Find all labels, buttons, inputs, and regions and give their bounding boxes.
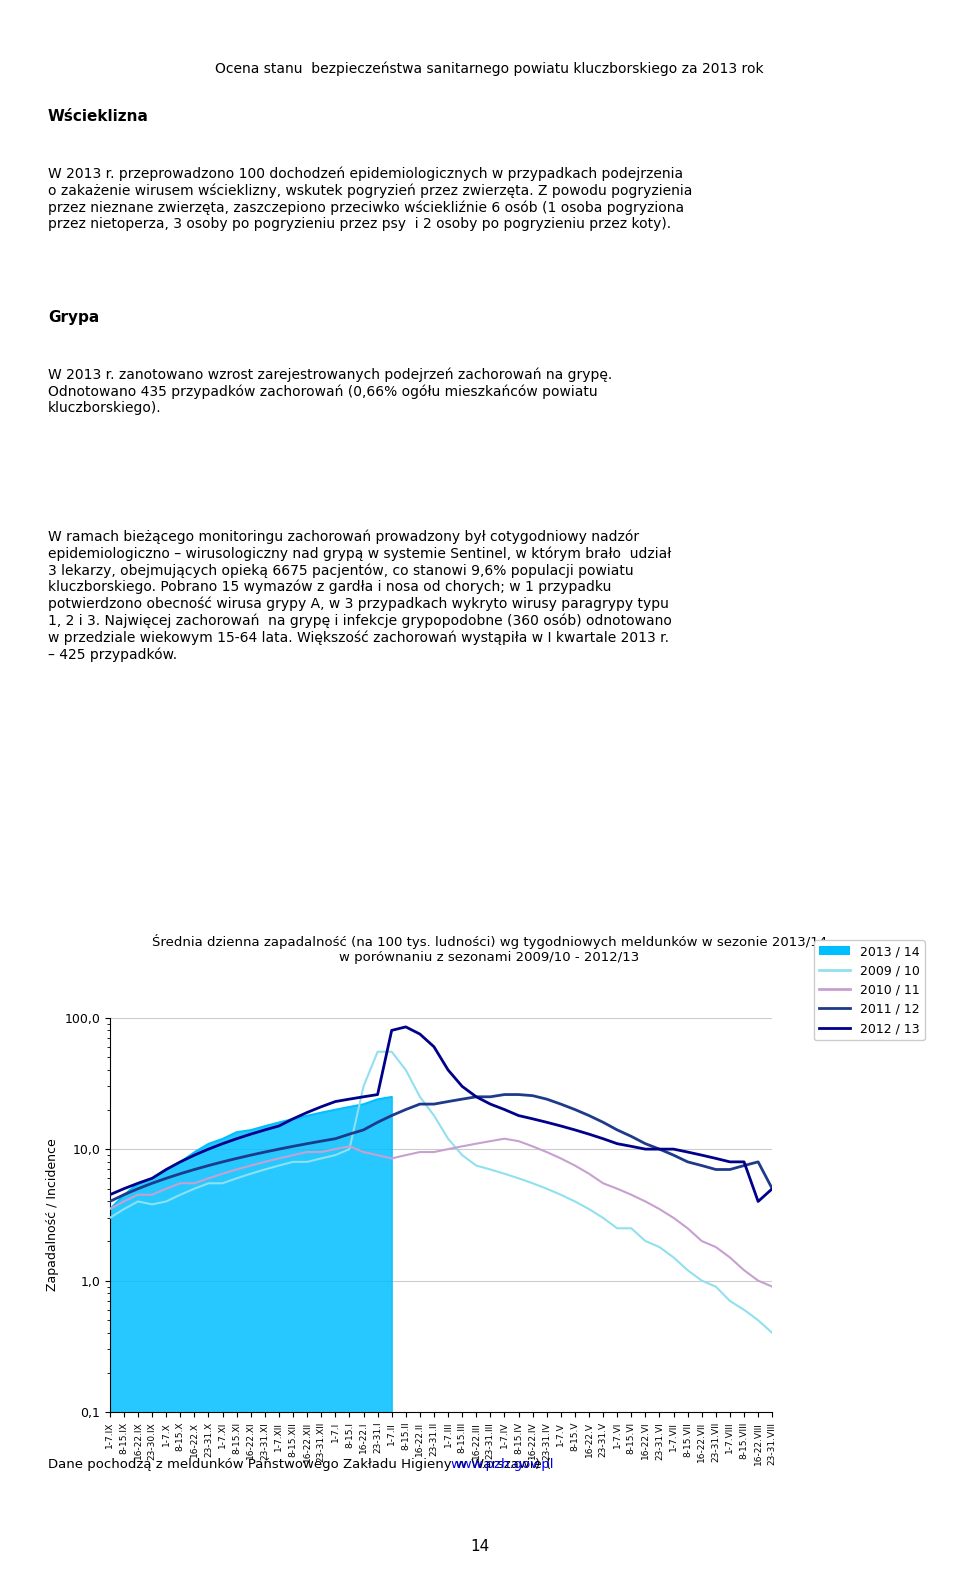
Text: www.pzh.gov.pl: www.pzh.gov.pl bbox=[450, 1458, 554, 1471]
Text: Grypa: Grypa bbox=[48, 310, 99, 326]
Text: W 2013 r. zanotowano wzrost zarejestrowanych podejrzeń zachorowań na grypę.
Odno: W 2013 r. zanotowano wzrost zarejestrowa… bbox=[48, 368, 612, 415]
Text: Dane pochodzą z meldunków Państwowego Zakładu Higieny w Warszawie (: Dane pochodzą z meldunków Państwowego Za… bbox=[48, 1458, 551, 1471]
Text: Ocena stanu  bezpieczeństwa sanitarnego powiatu kluczborskiego za 2013 rok: Ocena stanu bezpieczeństwa sanitarnego p… bbox=[215, 61, 764, 76]
Text: 14: 14 bbox=[470, 1538, 490, 1554]
Text: W 2013 r. przeprowadzono 100 dochodzeń epidemiologicznych w przypadkach podejrze: W 2013 r. przeprowadzono 100 dochodzeń e… bbox=[48, 167, 692, 231]
Text: W ramach bieżącego monitoringu zachorowań prowadzony był cotygodniowy nadzór
epi: W ramach bieżącego monitoringu zachorowa… bbox=[48, 530, 672, 662]
Legend: 2013 / 14, 2009 / 10, 2010 / 11, 2011 / 12, 2012 / 13: 2013 / 14, 2009 / 10, 2010 / 11, 2011 / … bbox=[814, 941, 924, 1040]
Text: ): ) bbox=[535, 1458, 540, 1471]
Text: Średnia dzienna zapadalność (na 100 tys. ludności) wg tygodniowych meldunków w s: Średnia dzienna zapadalność (na 100 tys.… bbox=[152, 934, 828, 964]
Text: Wścieklizna: Wścieklizna bbox=[48, 110, 149, 124]
